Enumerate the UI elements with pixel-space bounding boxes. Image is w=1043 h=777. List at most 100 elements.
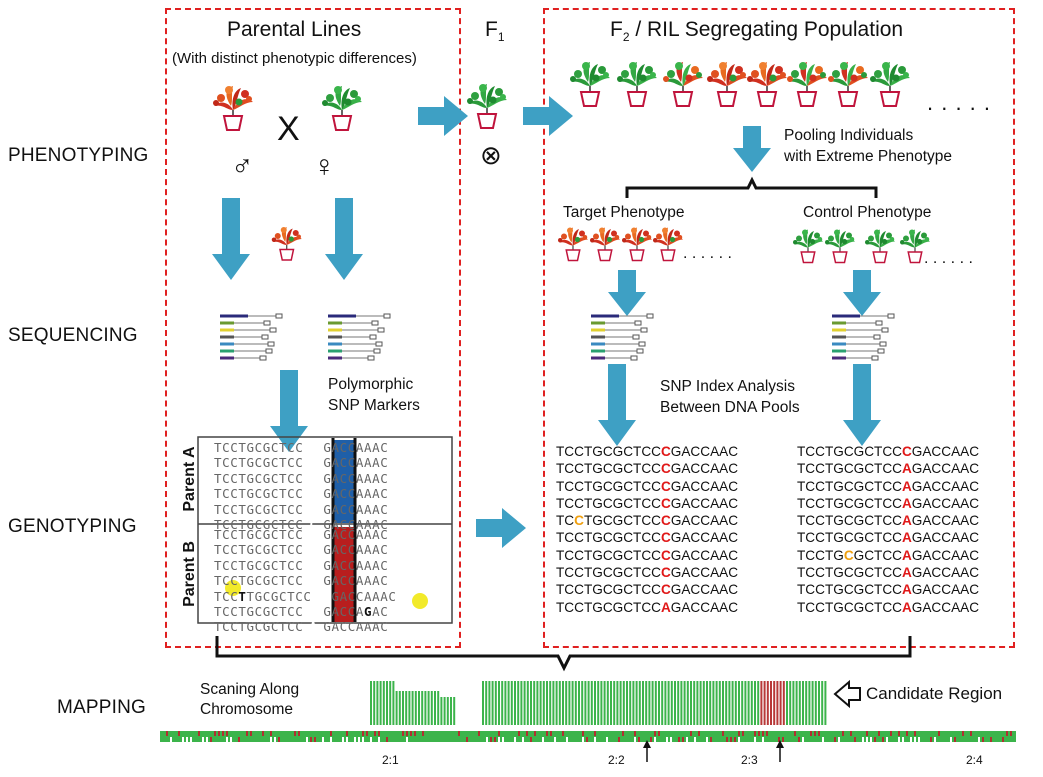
pool-sequence-row: TCCTGCGCTCCCGACCAAC (556, 513, 739, 529)
chromosome-gap (346, 737, 348, 742)
chromosome-marker (582, 731, 584, 736)
chromosome-marker (726, 737, 728, 742)
chromosome-gap (230, 737, 232, 742)
scan-bar (424, 691, 427, 725)
chromosome-gap (498, 737, 500, 742)
scan-bar (485, 681, 488, 725)
chromosome-marker (490, 737, 492, 742)
scan-bar (773, 681, 776, 725)
scan-bar (798, 681, 801, 725)
scan-bar (405, 691, 408, 725)
chromosome-marker (738, 731, 740, 736)
parent-a-row: TCCTGCGCTCC C GACCAAAC (214, 517, 389, 533)
chromosome-marker (650, 737, 652, 742)
scan-bar (821, 681, 824, 725)
scan-bar (802, 681, 804, 725)
scan-bar (510, 681, 513, 725)
chromosome-marker (530, 737, 532, 742)
chromosome-marker (226, 731, 228, 736)
scan-bar (728, 681, 731, 725)
chromosome-marker (250, 731, 252, 736)
parent-b-row: TCCTGCGCTCC A GACCAAAC (214, 542, 389, 558)
scan-bar (530, 681, 532, 725)
parent-a-row: TCCTGCGCTCC C GACCAAAC (214, 501, 389, 517)
chromosome-marker (794, 731, 796, 736)
chromosome-marker (262, 731, 264, 736)
parent-a-row: TCCTGCGCTCC C GACCAAAC (214, 440, 389, 455)
scan-bar (555, 681, 558, 725)
pooling-label: Pooling Individuals with Extreme Phenotyp… (784, 127, 953, 165)
scan-bar (664, 681, 667, 725)
chromosome-marker (246, 731, 248, 736)
f2-title: F2 / RIL Segregating Population (610, 18, 904, 45)
target-more-dots: . . . . . . (683, 245, 732, 262)
chromosome-marker (410, 731, 412, 736)
pool-sequence-row: TCCTGCGCTCCAGACCAAC (556, 599, 739, 615)
chromosome-gap (594, 737, 596, 742)
chromosome-marker (734, 737, 736, 742)
chromosome-gap (978, 737, 980, 742)
chromosome-gap (362, 737, 364, 742)
chromosome-marker (954, 737, 956, 742)
scan-bar (594, 681, 596, 725)
scan-bar (680, 681, 683, 725)
cross-symbol: X (277, 110, 300, 148)
chromosome-marker (866, 731, 868, 736)
scan-bar (712, 681, 715, 725)
target-phenotype-label: Target Phenotype (563, 204, 685, 221)
chromosome-marker (678, 737, 680, 742)
parent-green-plant (321, 85, 363, 131)
chromosome-marker (834, 737, 836, 742)
stage-phenotyping: PHENOTYPING (8, 145, 149, 166)
chromosome-marker (638, 737, 640, 742)
chromosome-gap (522, 737, 524, 742)
chromosome-marker (762, 731, 764, 736)
pool-sequence-row: TCCTGCGCTCCAGACCAAC (797, 461, 980, 477)
scan-bar (600, 681, 603, 725)
scan-bar (597, 681, 600, 725)
scan-bar (706, 681, 708, 725)
chromosome-gap (502, 737, 504, 742)
chromosome-marker (1002, 737, 1004, 742)
pool-sequence-row: TCCTGCGCTCCCGACCAAC (556, 565, 739, 581)
scan-bar (642, 681, 644, 725)
scan-bar (376, 681, 379, 725)
pool-sequence-row: TCCTGCGCTCCAGACCAAC (797, 495, 980, 511)
chromosome-gap (870, 737, 872, 742)
f2-more-dots: . . . . . (927, 90, 992, 115)
chromosome-gap (270, 737, 272, 742)
scan-bar (651, 681, 654, 725)
chromosome-marker (526, 731, 528, 736)
pool-sequence-row: TCCTGCGCTCCCGACCAAC (797, 444, 980, 459)
parent-b-row: TCCTTGCGCTCC A GACCAAAC (214, 588, 397, 604)
stage-sequencing: SEQUENCING (8, 325, 138, 346)
target-pool-sequences: TCCTGCGCTCCCGACCAAC TCCTGCGCTCCCGACCAAC TC… (556, 443, 738, 616)
chromosome-gap (566, 737, 568, 742)
chromosome-marker (494, 737, 496, 742)
chromosome-marker (742, 731, 744, 736)
chromosome-marker (314, 737, 316, 742)
chromosome-marker (550, 731, 552, 736)
chromosome-gap (370, 737, 372, 742)
chromosome-marker (722, 731, 724, 736)
chromosome-gap (670, 737, 672, 742)
scan-bar (482, 681, 484, 725)
scan-bar (693, 681, 696, 725)
chromosome-gap (914, 737, 916, 742)
chromosome-gap (274, 737, 276, 742)
chromosome-marker (622, 731, 624, 736)
scan-bar (709, 681, 712, 725)
parental-box (165, 8, 461, 648)
tick-2-1: 2:1 (382, 753, 399, 767)
chromosome-marker (458, 731, 460, 736)
parent-a-row: TCCTGCGCTCC C GACCAAAC (214, 455, 389, 471)
chromosome-marker (618, 737, 620, 742)
scan-bar (789, 681, 792, 725)
scan-bars (370, 681, 827, 725)
scan-bar (587, 681, 590, 725)
scan-bar (722, 681, 724, 725)
chromosome-gap (226, 737, 228, 742)
chromosome-gap (898, 737, 900, 742)
scan-bar (504, 681, 507, 725)
male-symbol-icon: ♂ (231, 150, 254, 183)
